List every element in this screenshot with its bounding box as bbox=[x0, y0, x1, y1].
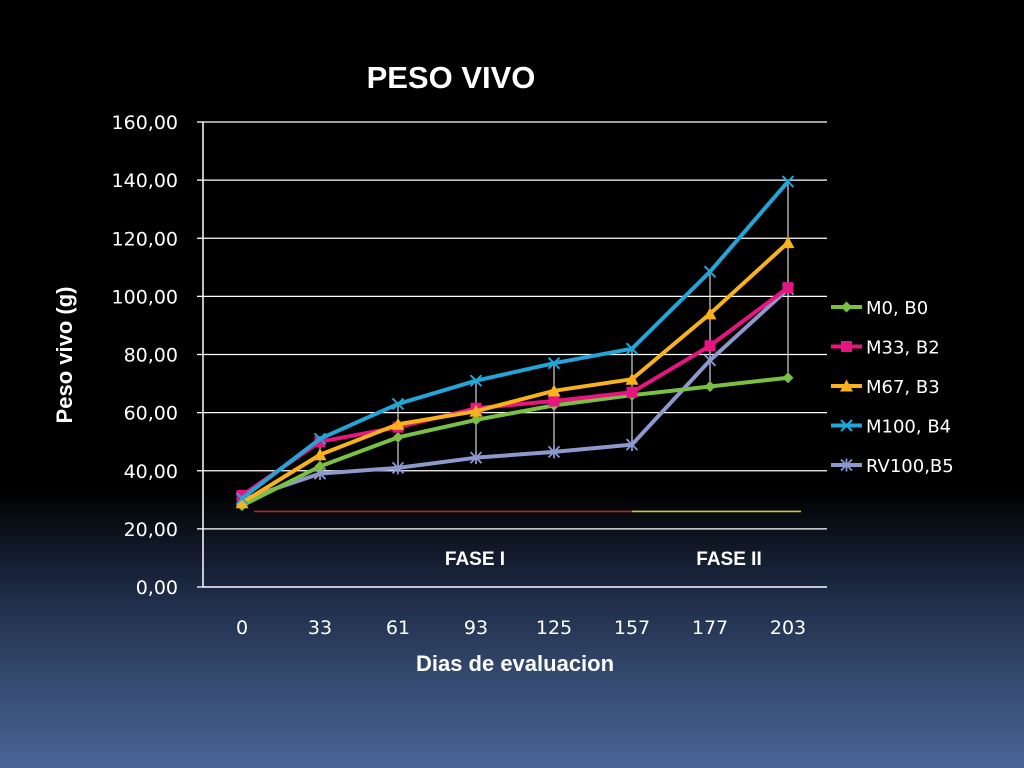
y-tick-label: 20,00 bbox=[124, 519, 178, 541]
x-axis-title: Dias de evaluacion bbox=[416, 651, 614, 676]
series-line bbox=[241, 287, 790, 502]
series-m100-b4 bbox=[235, 175, 795, 505]
star-marker bbox=[625, 438, 639, 452]
legend-item: RV100,B5 bbox=[831, 456, 954, 477]
phase-labels: FASE I FASE II bbox=[445, 549, 762, 570]
triangle-marker bbox=[781, 236, 795, 249]
legend-item: M67, B3 bbox=[831, 377, 940, 398]
square-marker bbox=[314, 436, 326, 448]
x-marker bbox=[235, 492, 249, 505]
series-line bbox=[240, 286, 790, 498]
series-line bbox=[240, 180, 790, 500]
series-m67-b3 bbox=[235, 236, 795, 509]
x-tick-label: 177 bbox=[692, 617, 728, 639]
square-marker bbox=[704, 340, 716, 352]
x-tick-label: 125 bbox=[536, 617, 572, 639]
y-tick-label: 60,00 bbox=[124, 403, 178, 425]
y-tick-label: 80,00 bbox=[124, 345, 178, 367]
series-group bbox=[235, 175, 795, 512]
gridlines bbox=[197, 121, 827, 588]
star-marker bbox=[703, 353, 717, 367]
legend-label: M100, B4 bbox=[866, 417, 951, 438]
diamond-marker bbox=[314, 460, 326, 472]
x-tick-label: 157 bbox=[614, 617, 650, 639]
y-tick-label: 100,00 bbox=[112, 286, 178, 308]
y-tick-label: 40,00 bbox=[124, 461, 178, 483]
y-axis-title: Peso vivo (g) bbox=[52, 287, 77, 424]
x-tick-label: 0 bbox=[236, 617, 248, 639]
x-marker bbox=[840, 419, 853, 432]
x-marker bbox=[547, 357, 561, 370]
phase-label: FASE I bbox=[445, 549, 505, 570]
x-tick-label: 93 bbox=[464, 617, 488, 639]
square-marker bbox=[841, 341, 852, 352]
square-marker bbox=[236, 489, 248, 501]
x-tick-label: 61 bbox=[386, 617, 410, 639]
triangle-marker bbox=[840, 379, 853, 392]
legend-label: RV100,B5 bbox=[866, 456, 954, 477]
legend-item: M33, B2 bbox=[831, 338, 940, 359]
axes bbox=[202, 122, 827, 588]
triangle-marker bbox=[313, 448, 327, 461]
series-line bbox=[241, 375, 789, 508]
x-marker bbox=[391, 397, 405, 411]
phase-label: FASE II bbox=[696, 549, 761, 570]
legend-item: M100, B4 bbox=[831, 417, 951, 438]
x-marker bbox=[313, 432, 327, 445]
chart-title: PESO VIVO bbox=[367, 60, 536, 95]
diamond-marker bbox=[704, 380, 716, 392]
series-line bbox=[240, 241, 790, 505]
star-marker bbox=[469, 451, 483, 465]
y-tick-label: 140,00 bbox=[112, 170, 178, 192]
square-marker bbox=[626, 386, 638, 398]
y-tick-labels: 0,00 20,00 40,00 60,00 80,00 100,00 120,00 140,… bbox=[112, 112, 178, 599]
y-tick-label: 0,00 bbox=[136, 577, 178, 599]
x-tick-labels: 0 33 61 93 125 157 177 203 bbox=[236, 617, 806, 639]
triangle-marker bbox=[547, 384, 561, 397]
diamond-marker bbox=[841, 301, 852, 313]
diamond-marker bbox=[782, 372, 794, 384]
x-marker bbox=[625, 342, 639, 355]
legend-item: M0, B0 bbox=[831, 298, 928, 319]
x-tick-label: 33 bbox=[308, 617, 332, 639]
legend-label: M0, B0 bbox=[866, 298, 928, 319]
x-tick-label: 203 bbox=[770, 617, 806, 639]
triangle-marker bbox=[703, 307, 717, 320]
diamond-marker bbox=[392, 431, 404, 443]
legend-label: M33, B2 bbox=[866, 338, 940, 359]
triangle-marker bbox=[625, 372, 639, 385]
x-marker bbox=[469, 374, 483, 387]
x-marker bbox=[703, 265, 717, 278]
y-tick-label: 160,00 bbox=[112, 112, 178, 134]
star-marker bbox=[840, 458, 853, 472]
triangle-marker bbox=[391, 417, 405, 430]
x-marker bbox=[781, 175, 795, 188]
diamond-marker bbox=[470, 414, 482, 426]
legend-label: M67, B3 bbox=[866, 377, 940, 398]
legend: M0, B0 M33, B2 M67, B3 M100, B4 RV100,B5 bbox=[831, 298, 954, 477]
y-tick-label: 120,00 bbox=[112, 228, 178, 250]
square-marker bbox=[782, 282, 794, 294]
square-marker bbox=[548, 395, 560, 407]
star-marker bbox=[547, 445, 561, 459]
star-marker bbox=[391, 461, 405, 475]
triangle-marker bbox=[469, 404, 483, 417]
triangle-marker bbox=[235, 496, 249, 509]
